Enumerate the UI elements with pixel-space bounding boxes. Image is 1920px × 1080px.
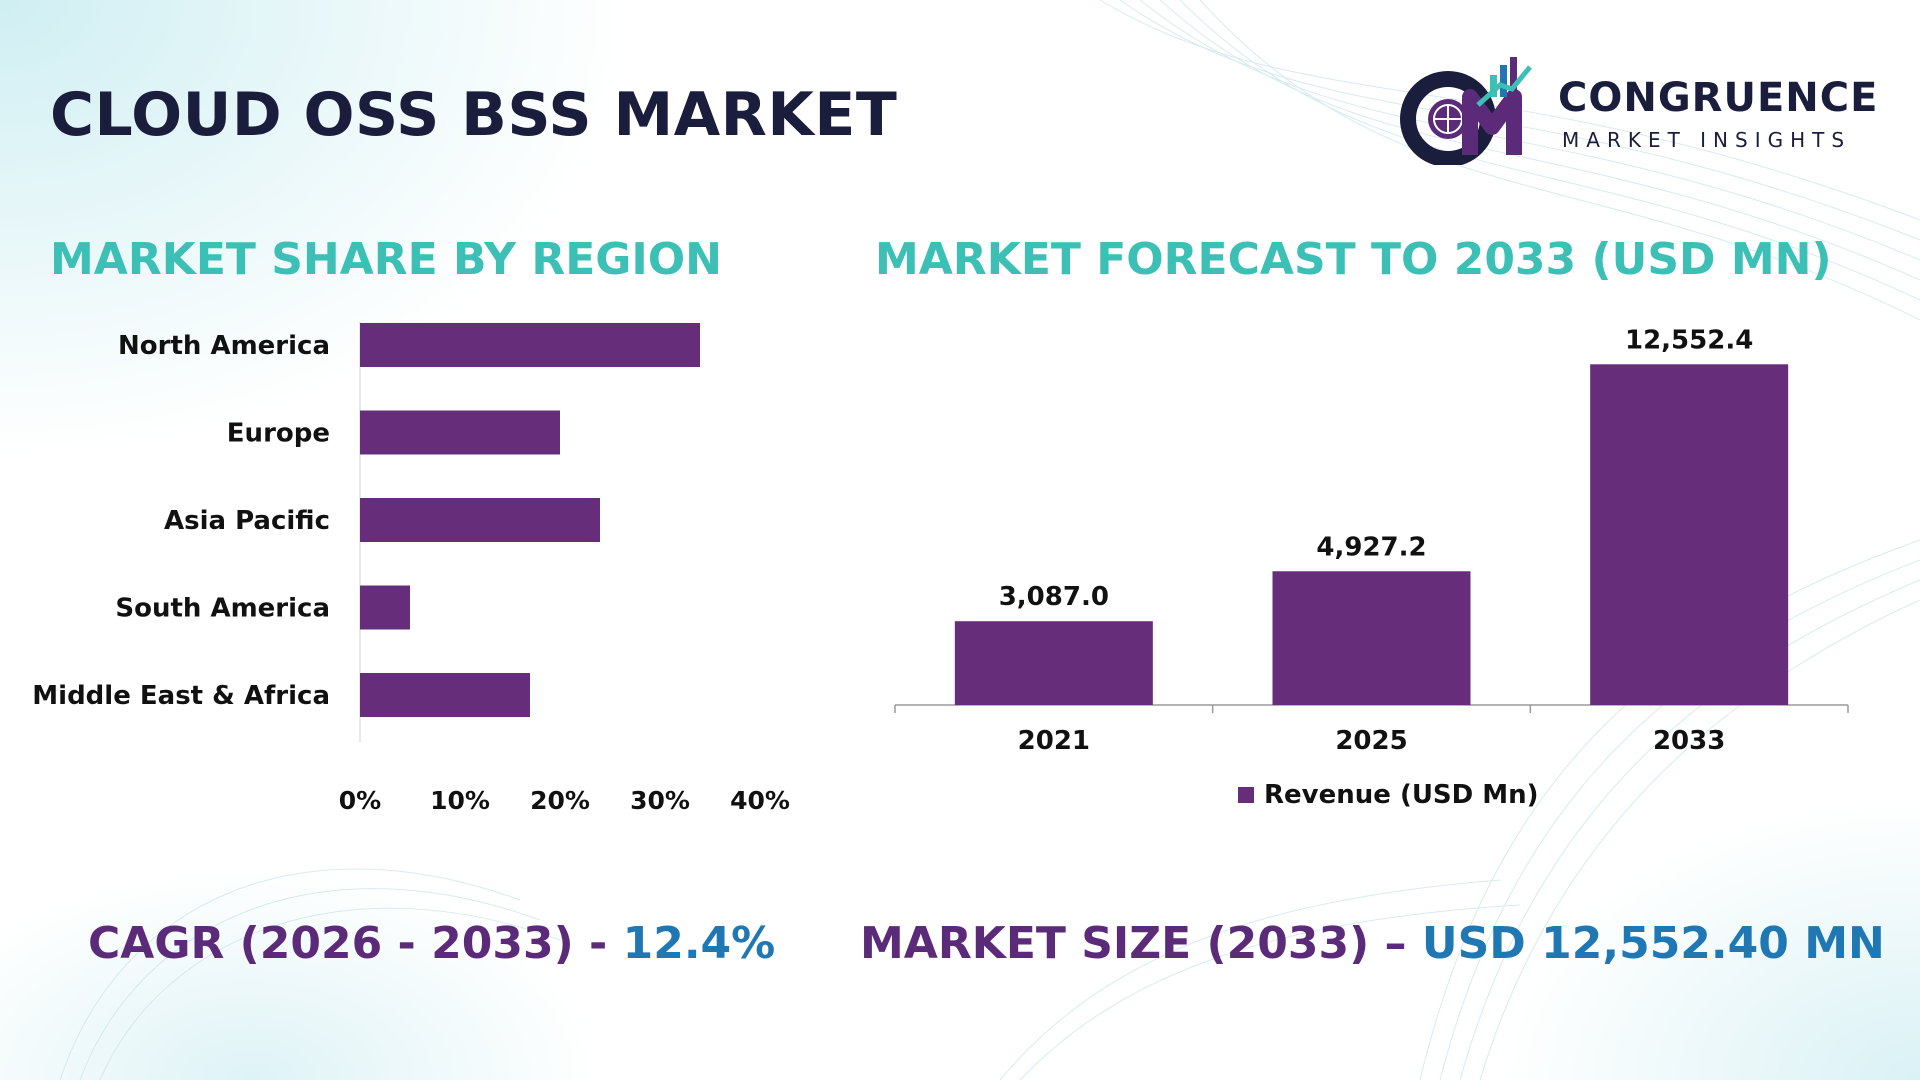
region-bar [360,323,700,367]
forecast-data-label: 3,087.0 [999,582,1109,612]
market-size-label: MARKET SIZE (2033) – [860,918,1407,969]
region-share-chart: North America Europe Asia Pacific South Ame… [32,322,790,815]
forecast-data-label: 12,552.4 [1625,325,1753,355]
region-category-label: Europe [227,419,330,449]
legend-swatch [1238,787,1254,803]
forecast-bar [1590,364,1789,705]
market-size-value: USD 12,552.40 MN [1421,918,1885,969]
forecast-data-label: 4,927.2 [1316,532,1426,562]
region-bar [360,585,410,630]
region-section-title: MARKET SHARE BY REGION [50,234,722,285]
region-category-label: North America [118,331,330,361]
region-x-tick-label: 10% [430,786,490,815]
region-x-tick-label: 30% [630,786,690,815]
logo-mark-icon [1400,57,1532,167]
region-bar [360,673,530,717]
region-x-tick-label: 20% [530,786,590,815]
region-x-tick-label: 0% [339,786,381,815]
forecast-x-tick-label: 2021 [1018,726,1090,756]
cagr-label: CAGR (2026 - 2033) - [88,918,608,969]
legend-label: Revenue (USD Mn) [1264,780,1539,810]
region-category-label: Middle East & Africa [32,681,330,711]
page-title: CLOUD OSS BSS MARKET [50,80,898,150]
forecast-x-tick-label: 2025 [1335,726,1407,756]
logo-name: CONGRUENCE [1558,75,1879,121]
region-x-tick-label: 40% [730,786,790,815]
region-category-label: South America [115,594,330,624]
region-category-label: Asia Pacific [164,506,330,536]
forecast-x-tick-label: 2033 [1653,726,1725,756]
forecast-bar [1272,571,1471,705]
logo-tagline: MARKET INSIGHTS [1562,128,1852,152]
market-size-stat: MARKET SIZE (2033) – USD 12,552.40 MN [860,918,1885,969]
region-bar [360,498,600,542]
forecast-legend: Revenue (USD Mn) [1238,780,1539,810]
forecast-bar [954,621,1153,705]
region-bar [360,410,560,455]
cagr-value: 12.4% [622,918,776,969]
forecast-section-title: MARKET FORECAST TO 2033 (USD MN) [875,234,1832,285]
brand-logo: CONGRUENCE MARKET INSIGHTS [1400,55,1877,167]
forecast-chart: 3,087.0 2021 4,927.2 2025 12,552.4 2033 [894,325,1849,756]
cagr-stat: CAGR (2026 - 2033) - 12.4% [88,918,775,969]
